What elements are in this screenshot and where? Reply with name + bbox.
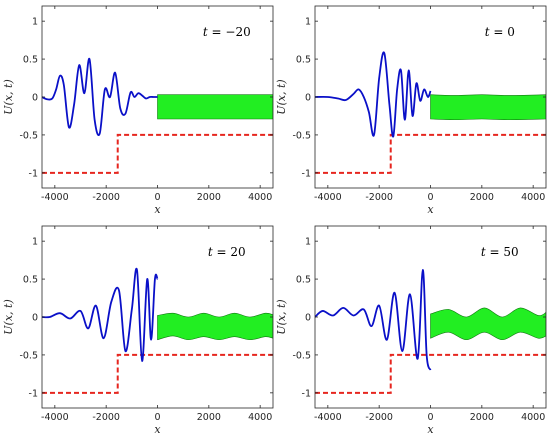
y-tick-label: -1 <box>302 168 311 179</box>
x-tick-label: -2000 <box>365 192 393 203</box>
step-line <box>315 353 546 394</box>
x-tick-label: 0 <box>154 192 160 203</box>
y-tick-label: -0.5 <box>19 130 38 141</box>
x-axis-label: x <box>427 203 434 216</box>
step-line <box>42 133 273 174</box>
x-tick-label: -2000 <box>365 412 393 423</box>
y-tick-label: 0 <box>305 93 311 104</box>
x-axis-label: x <box>154 423 161 433</box>
x-tick-label: 4000 <box>248 412 272 423</box>
y-axis-label: U(x, t) <box>2 299 15 334</box>
time-annotation: t = 20 <box>208 245 246 259</box>
wave-line <box>315 269 432 371</box>
y-tick-label: 0.5 <box>296 275 311 286</box>
y-tick-label: 1 <box>32 237 38 248</box>
time-annotation: t = 0 <box>485 25 515 39</box>
y-tick-label: 0.5 <box>23 275 38 286</box>
plot-area <box>42 58 273 174</box>
green-band <box>157 312 273 341</box>
y-tick-label: -1 <box>29 388 38 399</box>
y-tick-label: 1 <box>305 237 311 248</box>
y-tick-label: 0.5 <box>23 55 38 66</box>
step-line <box>42 353 273 394</box>
x-tick-label: -4000 <box>41 412 69 423</box>
x-tick-label: 0 <box>154 412 160 423</box>
green-band <box>157 94 273 120</box>
x-tick-label: -2000 <box>92 412 120 423</box>
y-tick-label: 0 <box>32 93 38 104</box>
y-tick-label: -0.5 <box>19 350 38 361</box>
y-tick-label: -0.5 <box>292 350 311 361</box>
x-axis-label: x <box>427 423 434 433</box>
time-annotation: t = −20 <box>203 25 251 39</box>
x-tick-label: 2000 <box>197 412 221 423</box>
step-line <box>315 133 546 174</box>
panel-t20: -4000 -2000 0 2000 4000 -1 -0.5 0 0.5 1 x U(x, t) t … <box>2 225 274 433</box>
y-tick-label: 1 <box>32 17 38 28</box>
y-axis-label: U(x, t) <box>275 79 288 114</box>
green-band <box>430 94 546 121</box>
wave-line <box>42 267 159 362</box>
plot-area <box>42 267 273 394</box>
x-tick-label: 2000 <box>197 192 221 203</box>
green-band <box>430 307 546 341</box>
y-tick-label: 0 <box>305 313 311 324</box>
x-tick-label: -4000 <box>41 192 69 203</box>
plot-area <box>315 51 546 174</box>
x-tick-label: 2000 <box>470 192 494 203</box>
y-axis-label: U(x, t) <box>2 79 15 114</box>
x-tick-label: 2000 <box>470 412 494 423</box>
y-tick-label: 0.5 <box>296 55 311 66</box>
y-axis-label: U(x, t) <box>275 299 288 334</box>
x-tick-label: 0 <box>427 192 433 203</box>
x-tick-label: 4000 <box>248 192 272 203</box>
wave-line <box>42 58 158 137</box>
x-tick-label: -4000 <box>314 412 342 423</box>
x-tick-label: -4000 <box>314 192 342 203</box>
time-annotation: t = 50 <box>481 245 519 259</box>
y-tick-label: 0 <box>32 313 38 324</box>
y-tick-label: -0.5 <box>292 130 311 141</box>
plot-area <box>315 269 546 394</box>
panel-tminus20: -4000 -2000 0 2000 4000 -1 -0.5 0 0.5 1 x U(x, t) t … <box>2 5 274 216</box>
x-tick-label: -2000 <box>92 192 120 203</box>
y-tick-label: -1 <box>302 388 311 399</box>
y-tick-label: 1 <box>305 17 311 28</box>
x-tick-label: 4000 <box>521 192 545 203</box>
y-tick-label: -1 <box>29 168 38 179</box>
x-tick-label: 0 <box>427 412 433 423</box>
x-tick-label: 4000 <box>521 412 545 423</box>
panel-t50: -4000 -2000 0 2000 4000 -1 -0.5 0 0.5 1 x U(x, t) t … <box>275 225 547 433</box>
wave-line <box>315 51 432 138</box>
panel-t0: -4000 -2000 0 2000 4000 -1 -0.5 0 0.5 1 x U(x, t) t … <box>275 5 547 216</box>
x-axis-label: x <box>154 203 161 216</box>
